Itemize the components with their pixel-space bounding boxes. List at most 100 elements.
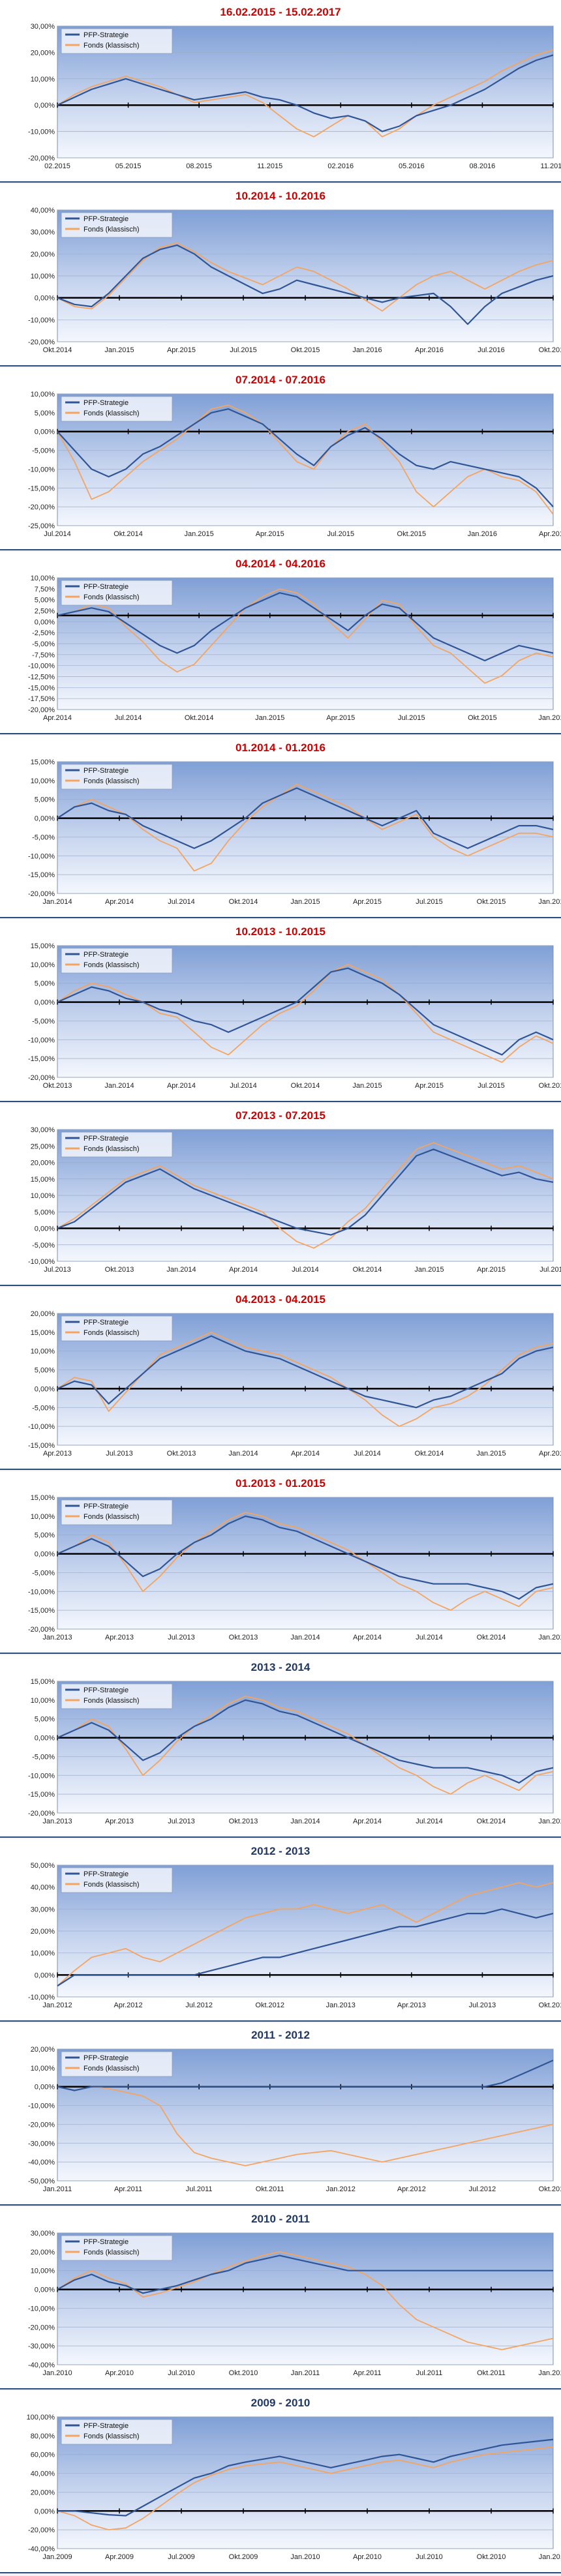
y-tick-label: 0,00% [35, 815, 55, 823]
legend-label: Fonds (klassisch) [83, 777, 140, 785]
x-tick-label: Okt.2013 [539, 2001, 561, 2009]
legend-label: PFP-Strategie [83, 215, 129, 223]
x-tick-label: 08.2015 [186, 162, 212, 170]
x-tick-label: Jan.2014 [290, 1634, 320, 1641]
y-tick-label: -20,00% [28, 2526, 55, 2534]
y-tick-label: -15,00% [28, 1607, 55, 1615]
x-tick-label: Jan.2015 [255, 714, 284, 722]
series-line-pfp [57, 2059, 554, 2091]
chart-panel: 07.2013 - 07.2015 30,00% 25,00% 20,00% 15,00… [0, 1103, 561, 1285]
series-line-fonds [57, 1696, 554, 1795]
chart-panel: 16.02.2015 - 15.02.2017 30,00% 20,00% 10,00… [0, 0, 561, 181]
y-tick-label: -5,00% [32, 1753, 55, 1761]
line-chart: 2009 - 2010 100,00% 80,00% 60,00% 40,00% 20,0… [27, 2397, 561, 2561]
y-tick-label: 0,00% [35, 295, 55, 303]
legend-label: PFP-Strategie [83, 583, 129, 591]
legend-box [61, 764, 173, 790]
y-tick-label: -20,00% [28, 1810, 55, 1818]
x-tick-label: Apr.2015 [415, 1082, 444, 1090]
y-tick-label: 0,00% [35, 1735, 55, 1743]
legend-box [61, 2235, 173, 2261]
y-tick-label: 30,00% [31, 229, 55, 237]
x-tick-label: Okt.2014 [477, 1818, 506, 1825]
y-tick-label: 30,00% [31, 23, 55, 31]
y-tick-label: 7,50% [35, 586, 55, 593]
x-tick-label: Jan.2016 [352, 346, 382, 354]
x-tick-label: Jan.2011 [291, 2369, 320, 2377]
chart-title: 2013 - 2014 [251, 1661, 311, 1673]
x-tick-label: Jan.2013 [326, 2001, 356, 2009]
panel-separator [0, 1653, 561, 1654]
y-tick-label: 20,00% [31, 2489, 55, 2496]
y-tick-label: -40,00% [28, 2545, 55, 2553]
legend-label: PFP-Strategie [83, 2238, 129, 2246]
y-tick-label: -5,00% [32, 447, 55, 455]
y-tick-label: 10,00% [31, 777, 55, 785]
legend: PFP-Strategie Fonds (klassisch) [61, 28, 173, 54]
panel-separator [0, 1469, 561, 1470]
x-tick-label: Okt.2015 [539, 1082, 561, 1090]
y-tick-label: 10,00% [31, 1513, 55, 1521]
legend-label: PFP-Strategie [83, 767, 129, 775]
y-tick-label: 100,00% [27, 2414, 55, 2421]
series-line-pfp [57, 408, 554, 507]
y-tick-label: -5,00% [32, 1404, 55, 1412]
line-chart: 07.2013 - 07.2015 30,00% 25,00% 20,00% 15,00… [28, 1109, 561, 1274]
x-tick-label: Apr.2015 [539, 1450, 561, 1458]
legend-box [61, 1315, 173, 1341]
line-chart: 10.2013 - 10.2015 15,00% 10,00% 5,00% 0,00% -… [28, 925, 561, 1090]
x-tick-label: Jan.2012 [42, 2001, 72, 2009]
series-line-fonds [57, 783, 554, 872]
y-tick-label: 5,00% [35, 980, 55, 988]
series-line-pfp [57, 1908, 554, 1987]
x-tick-label: Jan.2016 [538, 898, 561, 906]
y-tick-label: -20,00% [28, 1074, 55, 1082]
legend: PFP-Strategie Fonds (klassisch) [61, 1131, 173, 1158]
legend: PFP-Strategie Fonds (klassisch) [61, 580, 173, 606]
x-tick-label: Okt.2014 [477, 1634, 506, 1641]
y-tick-label: -20,00% [28, 155, 55, 162]
line-chart: 10.2014 - 10.2016 40,00% 30,00% 20,00% 10,00… [28, 190, 561, 354]
y-tick-label: -10,00% [28, 466, 55, 473]
x-tick-label: 11.2016 [541, 162, 561, 170]
legend-label: PFP-Strategie [83, 1503, 129, 1510]
x-tick-label: Okt.2015 [477, 898, 506, 906]
y-tick-label: -10,00% [28, 1588, 55, 1596]
series-line-pfp [57, 2438, 554, 2517]
y-tick-label: 10,00% [31, 1697, 55, 1705]
x-tick-label: Jan.2014 [166, 1266, 196, 1274]
x-tick-label: Jan.2015 [538, 1818, 561, 1825]
line-chart: 04.2014 - 04.2016 10,00% 7,50% 5,00% 2,50% 0,… [28, 558, 561, 722]
legend-label: Fonds (klassisch) [83, 961, 140, 969]
x-tick-label: Apr.2013 [105, 1818, 134, 1825]
x-tick-label: Jan.2014 [104, 1082, 134, 1090]
x-tick-label: Okt.2011 [256, 2185, 284, 2193]
legend-label: Fonds (klassisch) [83, 1697, 140, 1705]
y-tick-label: 80,00% [31, 2433, 55, 2440]
x-tick-label: Apr.2014 [229, 1266, 258, 1274]
series-line-fonds [57, 404, 554, 515]
legend-label: Fonds (klassisch) [83, 593, 140, 601]
series-line-fonds [57, 49, 554, 138]
series-line-pfp [57, 592, 554, 662]
x-tick-label: Jul.2015 [539, 1266, 561, 1274]
panel-separator [0, 181, 561, 183]
x-tick-label: Jul.2015 [230, 346, 257, 354]
series-line-pfp [57, 1335, 554, 1409]
x-tick-label: Jul.2009 [168, 2553, 195, 2561]
x-tick-label: Apr.2010 [105, 2369, 134, 2377]
chart-title: 10.2013 - 10.2015 [235, 925, 326, 938]
x-tick-label: Jul.2013 [168, 1818, 195, 1825]
panel-separator [0, 365, 561, 367]
y-tick-label: -5,00% [32, 1569, 55, 1577]
y-tick-label: 10,00% [31, 2268, 55, 2275]
legend-label: PFP-Strategie [83, 1870, 129, 1878]
x-tick-label: Okt.2009 [229, 2553, 258, 2561]
legend-label: PFP-Strategie [83, 1135, 129, 1143]
x-tick-label: Okt.2010 [229, 2369, 258, 2377]
y-tick-label: 30,00% [31, 1126, 55, 1134]
x-tick-label: Apr.2014 [43, 714, 72, 722]
x-tick-label: Okt.2014 [291, 1082, 320, 1090]
legend-label: Fonds (klassisch) [83, 42, 140, 50]
y-tick-label: 0,00% [35, 618, 55, 626]
